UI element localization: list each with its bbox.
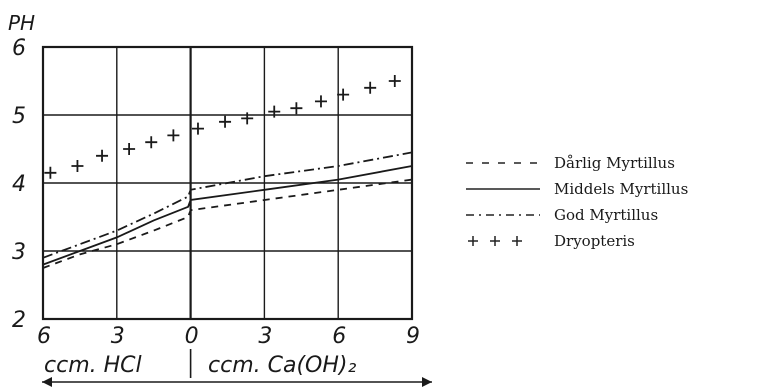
dashdot-line-icon: [462, 209, 554, 221]
arrow-head-left: [42, 377, 52, 387]
dryopteris-point: [44, 166, 57, 179]
x-tick-label: 3: [258, 324, 272, 349]
dryopteris-point: [191, 122, 204, 135]
dryopteris-point: [388, 75, 401, 87]
dryopteris-point: [364, 81, 377, 94]
legend-label: God Myrtillus: [554, 206, 659, 224]
plot-frame: [41, 45, 414, 321]
dryopteris-point: [337, 88, 350, 101]
legend-item-god: God Myrtillus: [462, 202, 762, 228]
dryopteris-point: [71, 160, 84, 172]
y-axis-label: PH: [8, 11, 35, 35]
x-tick-label: 6: [332, 324, 346, 349]
legend-item-middels: Middels Myrtillus: [462, 176, 762, 202]
x-tick-label: 3: [111, 324, 125, 349]
chart-labels: PH ccm. HCl ccm. Ca(OH)₂: [8, 11, 356, 378]
y-tick-label: 3: [12, 240, 26, 265]
dryopteris-point: [268, 105, 281, 118]
dryopteris-point: [290, 102, 303, 115]
legend-label: Dryopteris: [554, 232, 635, 250]
y-tick-label: 4: [12, 172, 26, 197]
chart-legend: Dårlig Myrtillus Middels Myrtillus God M…: [462, 150, 762, 254]
x-tick-label: 6: [37, 324, 51, 349]
x-axis-label-right: ccm. Ca(OH)₂: [208, 353, 356, 378]
dryopteris-point: [219, 115, 232, 128]
chart-axes: 6 3 0 3 6 9 2 3 4 5 6: [12, 36, 432, 387]
x-axis-label-left: ccm. HCl: [44, 353, 142, 378]
legend-label: Middels Myrtillus: [554, 180, 689, 198]
dryopteris-point: [145, 136, 158, 149]
dryopteris-point: [123, 143, 136, 155]
x-tick-label: 0: [185, 324, 199, 349]
dryopteris-point: [167, 129, 180, 142]
x-tick-label: 9: [406, 324, 420, 349]
dryopteris-point: [96, 149, 109, 162]
legend-item-darlig: Dårlig Myrtillus: [462, 150, 762, 176]
y-tick-label: 6: [12, 36, 26, 61]
arrow-head-right: [422, 377, 432, 387]
dryopteris-point: [314, 95, 327, 108]
series-line-1: [42, 165, 413, 266]
dashed-line-icon: [462, 157, 554, 169]
legend-label: Dårlig Myrtillus: [554, 154, 675, 172]
solid-line-icon: [462, 183, 554, 195]
y-tick-label: 2: [12, 308, 26, 333]
plus-marks-icon: [462, 235, 554, 247]
series-line-0: [42, 178, 413, 269]
legend-item-dryopteris: Dryopteris: [462, 228, 762, 254]
y-tick-label: 5: [12, 104, 26, 129]
dryopteris-point: [241, 112, 254, 125]
chart-series: [42, 75, 413, 269]
series-line-2: [42, 151, 413, 259]
